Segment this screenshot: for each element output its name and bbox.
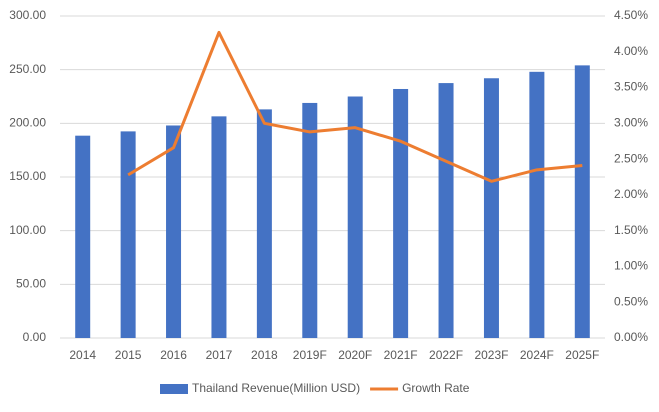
bar [393, 88, 409, 338]
x-tick-label: 2020F [338, 348, 372, 362]
bar [483, 78, 499, 339]
bar [529, 71, 545, 339]
x-tick-label: 2023F [474, 348, 508, 362]
x-tick-label: 2018 [251, 348, 278, 362]
y-tick-label: 300.00 [9, 8, 46, 22]
y-tick-label: 250.00 [9, 62, 46, 76]
x-tick-label: 2022F [429, 348, 463, 362]
y2-tick-label: 2.50% [614, 151, 648, 165]
bar [75, 135, 91, 338]
bar [574, 65, 590, 338]
x-tick-label: 2024F [520, 348, 554, 362]
y-tick-label: 100.00 [9, 223, 46, 237]
y2-tick-label: 3.50% [614, 80, 648, 94]
y2-tick-label: 1.50% [614, 223, 648, 237]
x-tick-label: 2025F [565, 348, 599, 362]
x-tick-label: 2014 [69, 348, 96, 362]
y2-tick-label: 2.00% [614, 187, 648, 201]
legend-label: Thailand Revenue(Million USD) [192, 381, 360, 395]
y2-tick-label: 3.00% [614, 116, 648, 130]
bar [120, 131, 136, 338]
x-tick-label: 2015 [115, 348, 142, 362]
bar [211, 116, 227, 339]
y2-tick-label: 0.50% [614, 294, 648, 308]
y2-tick-label: 1.00% [614, 259, 648, 273]
legend-label: Growth Rate [402, 381, 470, 395]
y-tick-label: 50.00 [16, 277, 46, 291]
y2-tick-label: 4.00% [614, 44, 648, 58]
y2-tick-label: 0.00% [614, 330, 648, 344]
bar [166, 125, 182, 338]
x-tick-label: 2017 [206, 348, 233, 362]
y-tick-label: 150.00 [9, 169, 46, 183]
bar [302, 102, 318, 338]
line [127, 30, 583, 183]
x-tick-label: 2016 [160, 348, 187, 362]
bar [256, 109, 272, 338]
x-tick-label: 2021F [384, 348, 418, 362]
x-tick-label: 2019F [293, 348, 327, 362]
bar [347, 96, 363, 338]
y2-tick-label: 4.50% [614, 8, 648, 22]
bar [438, 83, 454, 338]
y-tick-label: 0.00 [23, 330, 47, 344]
legend-swatch [160, 384, 188, 394]
y-tick-label: 200.00 [9, 116, 46, 130]
